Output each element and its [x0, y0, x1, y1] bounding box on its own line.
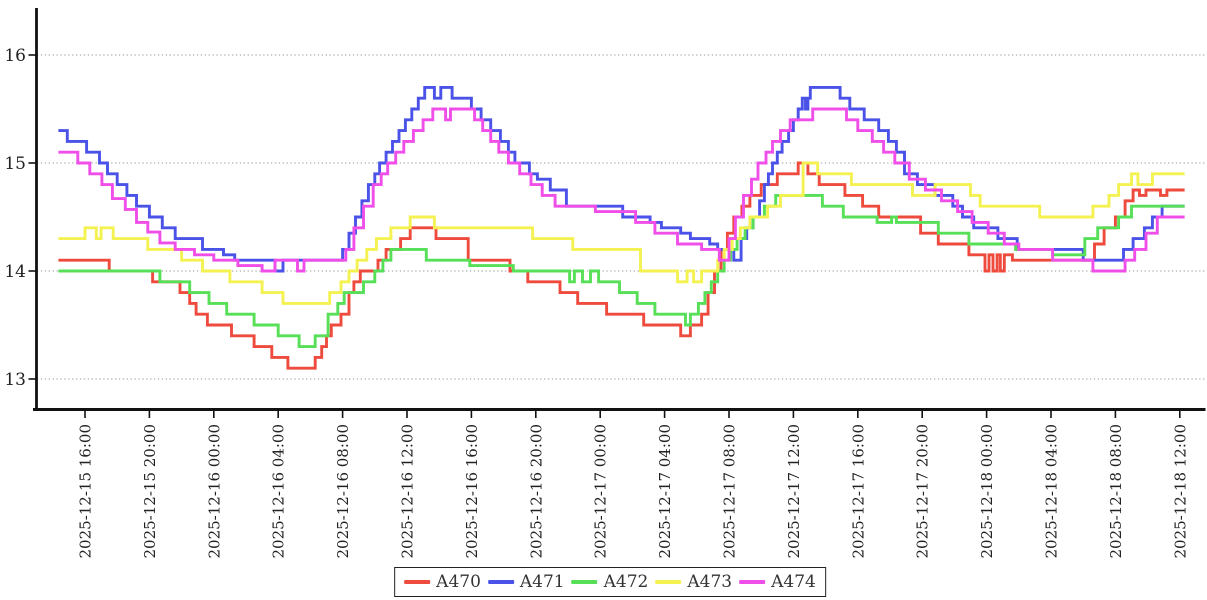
legend-label: A470: [436, 572, 481, 592]
legend-label: A473: [687, 572, 733, 592]
legend: A470 A471 A472 A473 A474: [394, 567, 826, 597]
legend-swatch-A473: [655, 580, 682, 584]
legend-item-A471: A471: [487, 570, 565, 594]
legend-label: A474: [771, 572, 816, 592]
legend-label: A472: [603, 572, 649, 592]
x-tick-label: 2025-12-17 00:00: [592, 424, 610, 558]
x-tick-label: 2025-12-16 20:00: [527, 424, 545, 558]
series-line-A470: [58, 161, 1185, 370]
x-tick-label: 2025-12-15 20:00: [141, 424, 159, 558]
y-tick-label: 13: [4, 370, 26, 390]
legend-item-A473: A473: [655, 570, 732, 594]
x-tick-label: 2025-12-16 08:00: [334, 424, 352, 558]
legend-item-A474: A474: [739, 570, 816, 594]
y-tick-label: 14: [4, 262, 26, 282]
x-tick-label: 2025-12-18 12:00: [1171, 424, 1189, 558]
x-tick-label: 2025-12-17 04:00: [656, 424, 674, 558]
series-line-A472: [58, 193, 1185, 349]
x-tick-label: 2025-12-17 12:00: [785, 424, 803, 558]
x-tick-label: 2025-12-16 04:00: [270, 424, 288, 558]
legend-item-A472: A472: [571, 570, 649, 594]
x-tick-label: 2025-12-16 00:00: [205, 424, 223, 558]
x-tick-label: 2025-12-18 04:00: [1043, 424, 1061, 558]
x-tick-label: 2025-12-17 16:00: [849, 424, 867, 558]
x-tick-label: 2025-12-17 20:00: [914, 424, 932, 558]
legend-swatch-A472: [571, 580, 598, 584]
y-tick-label: 15: [4, 154, 26, 174]
legend-swatch-A474: [739, 580, 766, 584]
legend-item-A470: A470: [404, 570, 481, 594]
y-tick-label: 16: [4, 46, 26, 66]
x-tick-label: 2025-12-18 00:00: [978, 424, 996, 558]
legend-label: A471: [519, 572, 565, 592]
legend-swatch-A470: [404, 580, 431, 584]
x-tick-label: 2025-12-16 12:00: [399, 424, 417, 558]
x-tick-label: 2025-12-18 08:00: [1107, 424, 1125, 558]
series-line-A473: [58, 161, 1185, 305]
x-tick-label: 2025-12-15 16:00: [77, 424, 95, 558]
legend-swatch-A471: [487, 580, 514, 584]
series-line-A474: [58, 107, 1185, 273]
x-tick-label: 2025-12-16 16:00: [463, 424, 481, 558]
x-tick-label: 2025-12-17 08:00: [721, 424, 739, 558]
